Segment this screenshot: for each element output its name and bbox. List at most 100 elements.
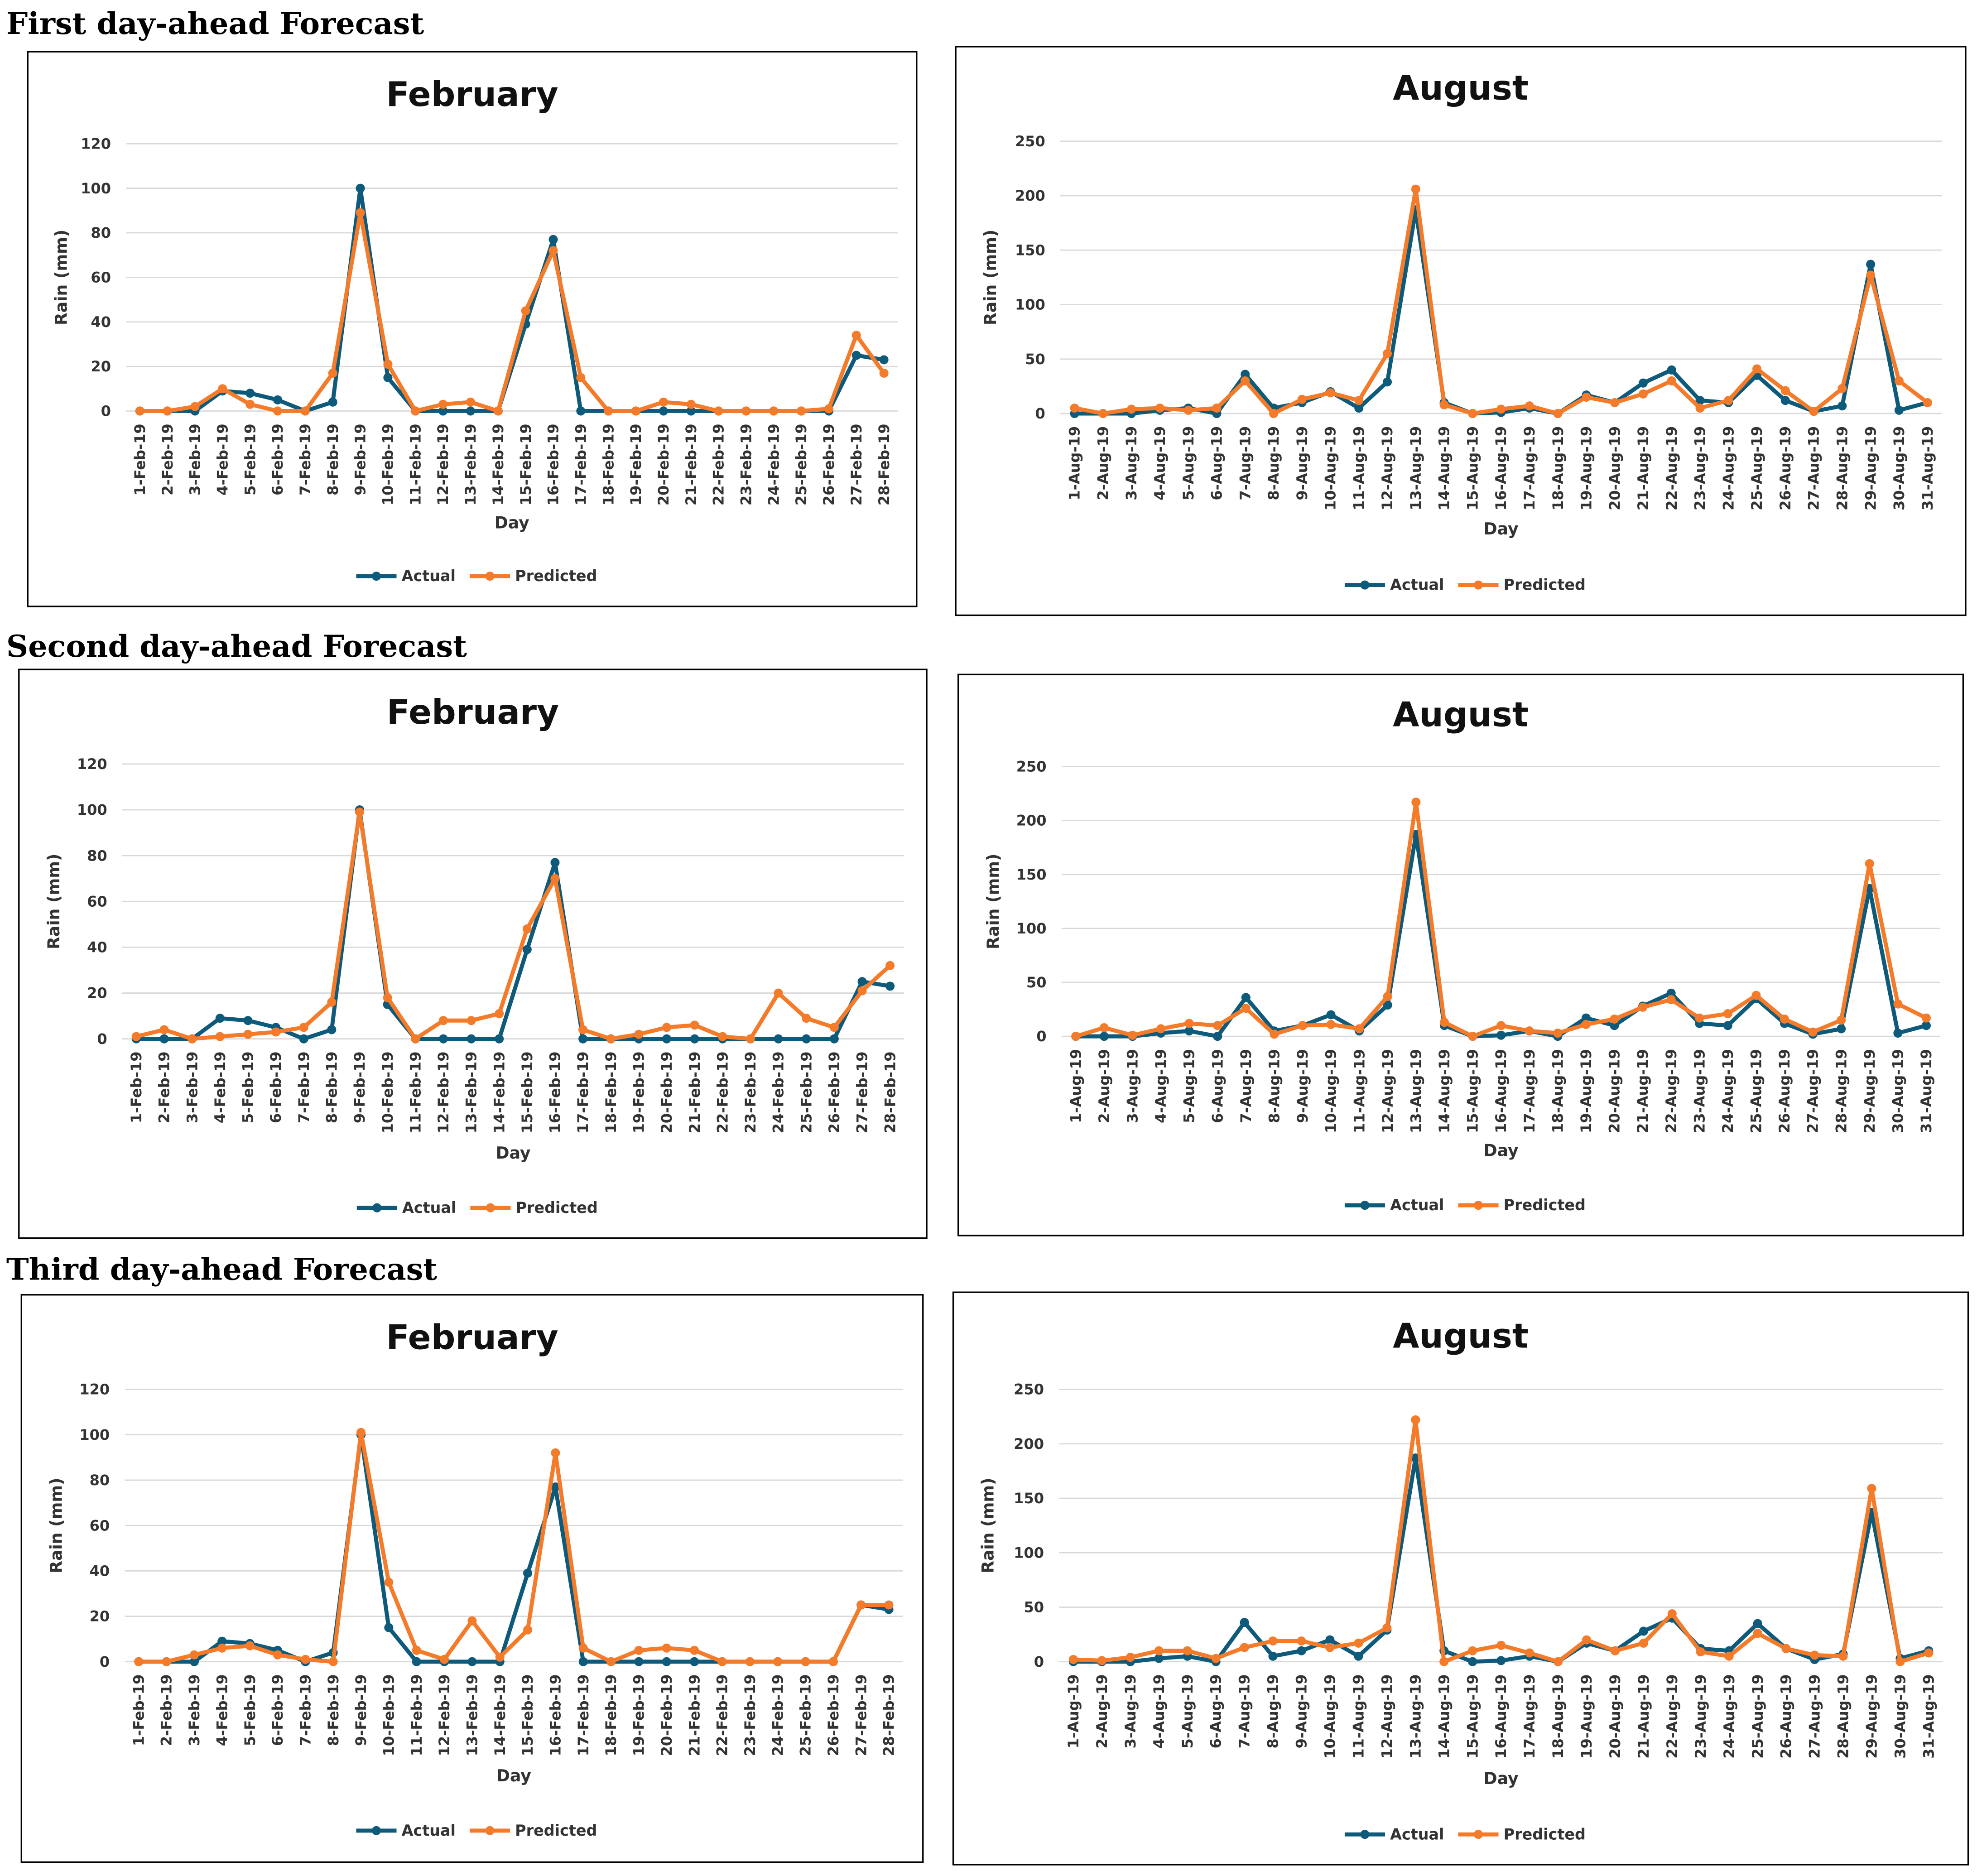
x-tick-label: 16-Aug-19 <box>1492 1049 1510 1133</box>
data-point <box>521 306 530 316</box>
data-point <box>634 1657 644 1666</box>
x-tick-label: 17-Aug-19 <box>1521 426 1538 510</box>
y-tick-label: 250 <box>1014 1381 1044 1398</box>
data-point <box>1723 1009 1732 1019</box>
x-tick-label: 2-Feb-19 <box>158 1674 175 1746</box>
x-tick-label: 19-Aug-19 <box>1578 1674 1595 1759</box>
legend-marker <box>1360 1830 1370 1839</box>
data-point <box>1097 1656 1106 1665</box>
data-point <box>1411 798 1421 807</box>
x-tick-label: 27-Aug-19 <box>1805 426 1823 510</box>
data-point <box>1667 1609 1677 1618</box>
x-tick-label: 14-Feb-19 <box>491 1052 508 1134</box>
y-axis-label: Rain (mm) <box>978 1477 998 1573</box>
y-tick-label: 150 <box>1016 866 1047 883</box>
x-tick-label: 31-Aug-19 <box>1918 1049 1935 1133</box>
x-tick-label: 20-Aug-19 <box>1606 426 1623 510</box>
x-tick-label: 18-Feb-19 <box>602 1052 620 1134</box>
data-point <box>1383 1001 1392 1010</box>
data-point <box>1581 1013 1591 1023</box>
x-tick-label: 13-Aug-19 <box>1407 426 1424 510</box>
legend-label: Actual <box>402 1199 456 1217</box>
series-line <box>1073 1418 1929 1664</box>
data-point <box>1525 401 1534 411</box>
legend-label: Actual <box>1390 1825 1444 1843</box>
x-tick-label: 25-Aug-19 <box>1748 1049 1765 1133</box>
data-point <box>634 1645 644 1655</box>
data-point <box>662 1657 671 1666</box>
data-point <box>1865 859 1874 868</box>
data-point <box>1867 1484 1876 1493</box>
x-tick-label: 11-Aug-19 <box>1351 1049 1368 1133</box>
data-point <box>1211 1654 1221 1663</box>
y-tick-label: 0 <box>97 1030 107 1048</box>
data-point <box>1268 1636 1278 1646</box>
data-point <box>467 1657 477 1666</box>
x-tick-label: 23-Aug-19 <box>1692 426 1709 510</box>
x-tick-label: 18-Feb-19 <box>600 423 617 505</box>
chart-title: August <box>1393 68 1529 108</box>
data-point <box>1553 1657 1563 1666</box>
x-tick-label: 4-Feb-19 <box>214 423 231 495</box>
data-point <box>1270 1029 1279 1039</box>
data-point <box>1496 1656 1506 1665</box>
x-tick-label: 5-Aug-19 <box>1180 426 1197 500</box>
data-point <box>1638 1002 1648 1012</box>
y-tick-label: 100 <box>81 180 111 197</box>
data-point <box>801 1657 810 1666</box>
y-tick-label: 80 <box>91 224 111 241</box>
data-point <box>1241 1004 1251 1013</box>
x-tick-label: 13-Feb-19 <box>462 423 479 505</box>
x-tick-label: 25-Feb-19 <box>797 1674 814 1756</box>
data-point <box>440 1655 449 1664</box>
data-point <box>523 1625 533 1635</box>
data-point <box>1068 1655 1078 1664</box>
data-point <box>1809 407 1818 416</box>
data-point <box>1695 396 1705 405</box>
x-tick-label: 26-Aug-19 <box>1778 1674 1795 1759</box>
data-point <box>438 406 448 416</box>
data-point <box>1496 1030 1506 1040</box>
data-point <box>829 1023 839 1032</box>
data-point <box>1496 1640 1506 1650</box>
panel-border <box>18 669 928 1239</box>
x-tick-label: 8-Feb-19 <box>323 1052 340 1124</box>
data-point <box>1921 1013 1931 1023</box>
x-axis-label: Day <box>496 1143 531 1163</box>
x-tick-label: 10-Aug-19 <box>1322 426 1339 510</box>
x-tick-label: 10-Feb-19 <box>380 1674 397 1756</box>
data-point <box>467 1034 476 1044</box>
section-heading: Second day-ahead Forecast <box>6 628 467 664</box>
x-tick-label: 24-Aug-19 <box>1721 1674 1738 1759</box>
data-point <box>1610 1014 1619 1024</box>
x-tick-label: 11-Feb-19 <box>408 1674 425 1756</box>
x-tick-label: 6-Aug-19 <box>1207 1674 1225 1749</box>
x-tick-label: 26-Feb-19 <box>825 1674 842 1756</box>
data-point <box>690 1645 699 1655</box>
data-point <box>606 1034 616 1044</box>
data-point <box>1923 398 1932 407</box>
x-tick-label: 27-Feb-19 <box>848 423 865 505</box>
data-point <box>885 961 895 970</box>
data-point <box>438 399 448 409</box>
x-tick-label: 13-Feb-19 <box>464 1674 481 1756</box>
legend-label: Predicted <box>1504 1825 1586 1843</box>
data-point <box>1753 1619 1762 1628</box>
data-point <box>1639 1626 1648 1636</box>
x-tick-label: 1-Aug-19 <box>1066 426 1083 500</box>
panel-border <box>20 1294 924 1863</box>
series-line <box>1075 800 1927 1039</box>
legend-label: Predicted <box>1504 576 1586 594</box>
x-tick-label: 30-Aug-19 <box>1892 1674 1909 1759</box>
chart-panel: February Rain (mm) Day 0 20 40 60 80 100 120 1-Feb… <box>18 669 928 1239</box>
data-point <box>1184 1019 1194 1028</box>
x-tick-label: 11-Aug-19 <box>1350 1674 1367 1759</box>
panel-border <box>957 673 1964 1236</box>
x-tick-label: 15-Aug-19 <box>1464 1049 1482 1133</box>
data-point <box>1298 1021 1308 1030</box>
x-tick-label: 28-Aug-19 <box>1833 1049 1850 1133</box>
x-tick-label: 28-Feb-19 <box>881 1052 899 1134</box>
data-point <box>1752 364 1762 374</box>
data-point <box>576 373 586 382</box>
data-point <box>578 1034 588 1044</box>
